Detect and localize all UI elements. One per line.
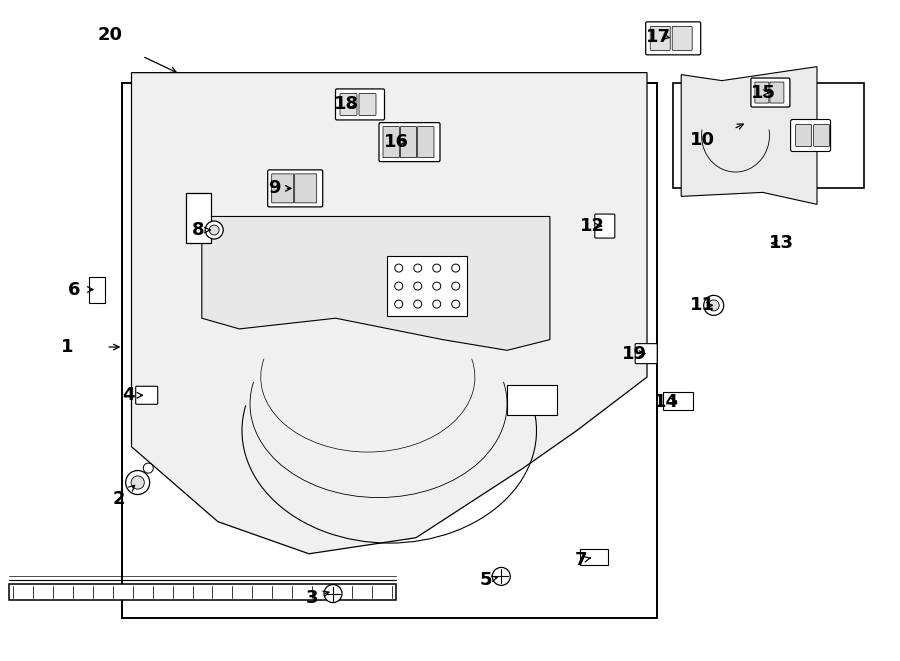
Text: 7: 7 [574, 551, 587, 569]
Polygon shape [507, 385, 557, 414]
FancyBboxPatch shape [359, 93, 376, 116]
Text: 9: 9 [268, 179, 281, 198]
Circle shape [324, 584, 342, 603]
Circle shape [205, 221, 223, 239]
Polygon shape [9, 584, 396, 600]
FancyBboxPatch shape [400, 127, 417, 157]
Circle shape [414, 282, 422, 290]
Circle shape [126, 471, 149, 494]
Text: 12: 12 [580, 217, 605, 235]
Text: 10: 10 [689, 131, 715, 149]
Text: 5: 5 [480, 571, 492, 590]
Text: 18: 18 [334, 95, 359, 114]
FancyBboxPatch shape [790, 120, 831, 151]
Polygon shape [131, 73, 647, 554]
Text: 20: 20 [97, 26, 122, 44]
FancyBboxPatch shape [650, 26, 670, 50]
FancyBboxPatch shape [595, 214, 615, 238]
FancyBboxPatch shape [418, 127, 434, 157]
Circle shape [414, 300, 422, 308]
Text: 2: 2 [112, 490, 125, 508]
FancyBboxPatch shape [635, 344, 657, 364]
Circle shape [143, 463, 153, 473]
Bar [89, 276, 105, 303]
Polygon shape [122, 83, 657, 618]
Text: 16: 16 [383, 133, 409, 151]
Circle shape [492, 567, 510, 586]
Circle shape [395, 264, 402, 272]
FancyBboxPatch shape [294, 174, 317, 203]
Polygon shape [387, 256, 467, 316]
Circle shape [414, 264, 422, 272]
Circle shape [131, 476, 144, 489]
Text: 4: 4 [122, 386, 135, 405]
FancyBboxPatch shape [770, 82, 784, 103]
Circle shape [708, 300, 719, 311]
Circle shape [433, 300, 441, 308]
FancyBboxPatch shape [755, 82, 769, 103]
Circle shape [452, 264, 460, 272]
Circle shape [433, 282, 441, 290]
FancyBboxPatch shape [383, 127, 400, 157]
FancyBboxPatch shape [340, 93, 357, 116]
Polygon shape [185, 193, 211, 243]
Circle shape [452, 300, 460, 308]
FancyBboxPatch shape [336, 89, 384, 120]
FancyBboxPatch shape [814, 124, 830, 147]
Circle shape [395, 300, 402, 308]
FancyBboxPatch shape [272, 174, 293, 203]
Text: 11: 11 [689, 296, 715, 315]
Text: 6: 6 [68, 280, 80, 299]
Circle shape [704, 295, 724, 315]
FancyBboxPatch shape [267, 170, 323, 207]
FancyBboxPatch shape [379, 122, 440, 162]
Polygon shape [681, 67, 817, 204]
FancyBboxPatch shape [672, 26, 692, 50]
Circle shape [209, 225, 219, 235]
Text: 19: 19 [622, 344, 647, 363]
FancyBboxPatch shape [645, 22, 701, 55]
Bar [580, 549, 608, 565]
Bar [662, 392, 693, 410]
Text: 3: 3 [306, 589, 319, 607]
Polygon shape [202, 217, 550, 350]
Text: 15: 15 [751, 83, 776, 102]
Text: 13: 13 [769, 234, 794, 253]
Circle shape [433, 264, 441, 272]
Polygon shape [673, 83, 864, 188]
Circle shape [452, 282, 460, 290]
Text: 8: 8 [192, 221, 204, 239]
FancyBboxPatch shape [136, 386, 158, 405]
Text: 17: 17 [646, 28, 671, 46]
FancyBboxPatch shape [751, 78, 790, 107]
Circle shape [395, 282, 402, 290]
FancyBboxPatch shape [796, 124, 812, 147]
Text: 1: 1 [61, 338, 74, 356]
Text: 14: 14 [653, 393, 679, 411]
